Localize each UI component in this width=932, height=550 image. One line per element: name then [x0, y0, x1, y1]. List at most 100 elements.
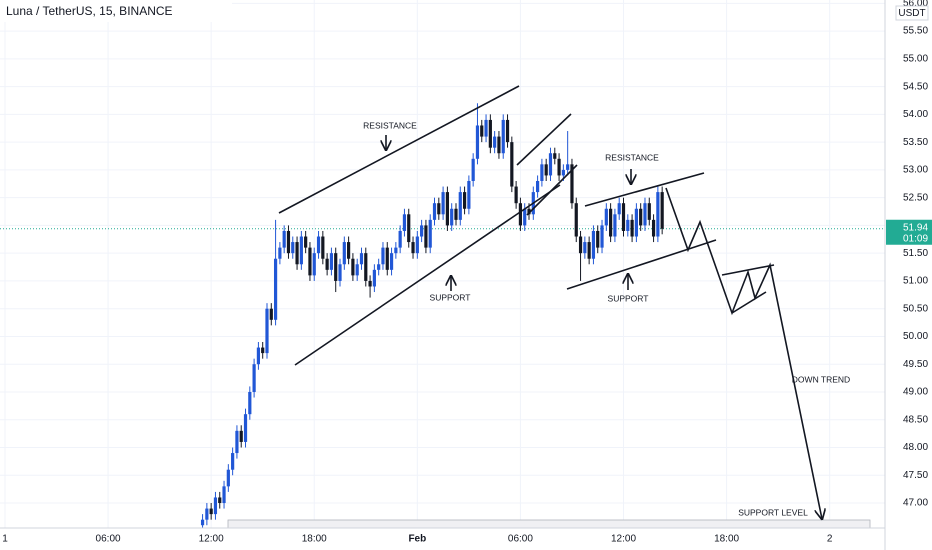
candle-body: [222, 486, 226, 504]
candle-body: [368, 280, 372, 287]
candle-body: [587, 242, 591, 259]
y-tick-label: 53.50: [903, 137, 928, 148]
y-tick-label: 48.00: [903, 442, 928, 453]
x-tick-label: 06:00: [96, 534, 121, 545]
annotation: RESISTANCE: [605, 152, 659, 162]
candle-body: [329, 253, 334, 270]
projection-path: [665, 187, 822, 519]
last-price-box: [886, 219, 932, 245]
candle-body: [626, 219, 630, 231]
candle-body: [218, 497, 222, 504]
candle-body: [372, 269, 376, 287]
candle-body: [334, 253, 338, 281]
candle-body: [269, 308, 273, 320]
candle-body: [248, 391, 252, 415]
candle-body: [286, 230, 291, 254]
candle-body: [342, 242, 346, 265]
candle-body: [235, 430, 239, 454]
y-tick-label: 51.50: [903, 248, 928, 259]
candle-body: [347, 242, 351, 259]
x-tick-label: Feb: [408, 534, 426, 545]
y-tick-label: 54.50: [903, 81, 928, 92]
candle-body: [548, 153, 553, 176]
y-tick-label: 50.00: [903, 331, 928, 342]
candle-body: [523, 208, 527, 226]
candle-body: [243, 414, 248, 442]
candle-body: [407, 214, 411, 243]
candle-body: [351, 258, 355, 276]
candle-body: [213, 497, 218, 515]
x-tick-label: 06:00: [508, 534, 533, 545]
candle-body: [647, 203, 651, 220]
drawings: [278, 85, 822, 519]
candle-body: [609, 208, 613, 237]
candle-body: [557, 158, 561, 176]
candle-body: [501, 119, 505, 154]
candle-body: [252, 364, 256, 392]
candle-body: [381, 247, 385, 265]
candle-body: [312, 253, 316, 276]
candle-body: [561, 169, 565, 176]
candle-body: [467, 180, 471, 209]
candle-body: [364, 253, 368, 281]
candle-body: [304, 236, 308, 248]
candle-body: [660, 192, 664, 229]
candle-body: [209, 508, 213, 515]
annotation: SUPPORT LEVEL: [738, 507, 808, 517]
candle-body: [583, 242, 587, 254]
candles: [200, 103, 664, 528]
candle-body: [639, 208, 643, 226]
y-tick-label: 48.50: [903, 414, 928, 425]
candle-body: [278, 247, 282, 259]
candle-body: [553, 153, 557, 159]
candle-body: [265, 308, 269, 354]
candle-body: [338, 264, 342, 281]
candle-body: [295, 242, 299, 265]
candle-body: [518, 203, 523, 226]
candle-body: [424, 225, 428, 248]
last-price-label: 51.94: [903, 222, 928, 233]
candle-body: [355, 264, 359, 276]
candle-body: [450, 208, 454, 226]
candle-body: [574, 203, 578, 237]
y-tick-label: 47.50: [903, 470, 928, 481]
candle-body: [514, 186, 518, 204]
candle-body: [402, 214, 407, 231]
title-bg: [0, 0, 232, 22]
y-tick-label: 54.00: [903, 109, 928, 120]
candle-body: [428, 219, 432, 248]
y-tick-label: 51.00: [903, 276, 928, 287]
candle-body: [420, 225, 424, 237]
candle-body: [462, 192, 467, 209]
trend-line: [566, 239, 717, 290]
candle-body: [505, 119, 510, 143]
candle-body: [282, 230, 286, 248]
y-tick-label: 47.00: [903, 498, 928, 509]
candle-body: [510, 142, 514, 187]
annotation: RESISTANCE: [363, 120, 417, 130]
candle-body: [617, 203, 621, 215]
candle-body: [394, 247, 398, 254]
candle-body: [256, 347, 261, 365]
chart-title: Luna / TetherUS, 15, BINANCE: [6, 4, 173, 18]
grid: [0, 0, 885, 528]
candle-body: [578, 236, 583, 254]
x-tick-label: 18:00: [302, 534, 327, 545]
candle-body: [321, 236, 325, 259]
x-tick-label: 12:00: [611, 534, 636, 545]
candle-body: [231, 453, 235, 470]
candle-body: [200, 519, 205, 526]
y-tick-label: 56.00: [903, 0, 928, 9]
candle-body: [613, 214, 617, 237]
x-tick-label: 18:00: [714, 534, 739, 545]
y-tick-label: 50.50: [903, 303, 928, 314]
candle-body: [604, 208, 608, 226]
candle-body: [385, 247, 389, 270]
candle-body: [651, 219, 656, 237]
y-tick-label: 55.50: [903, 26, 928, 37]
candle-body: [484, 119, 488, 137]
candle-body: [527, 208, 531, 215]
candle-body: [205, 508, 209, 520]
candle-body: [497, 136, 501, 154]
candle-body: [415, 236, 419, 254]
